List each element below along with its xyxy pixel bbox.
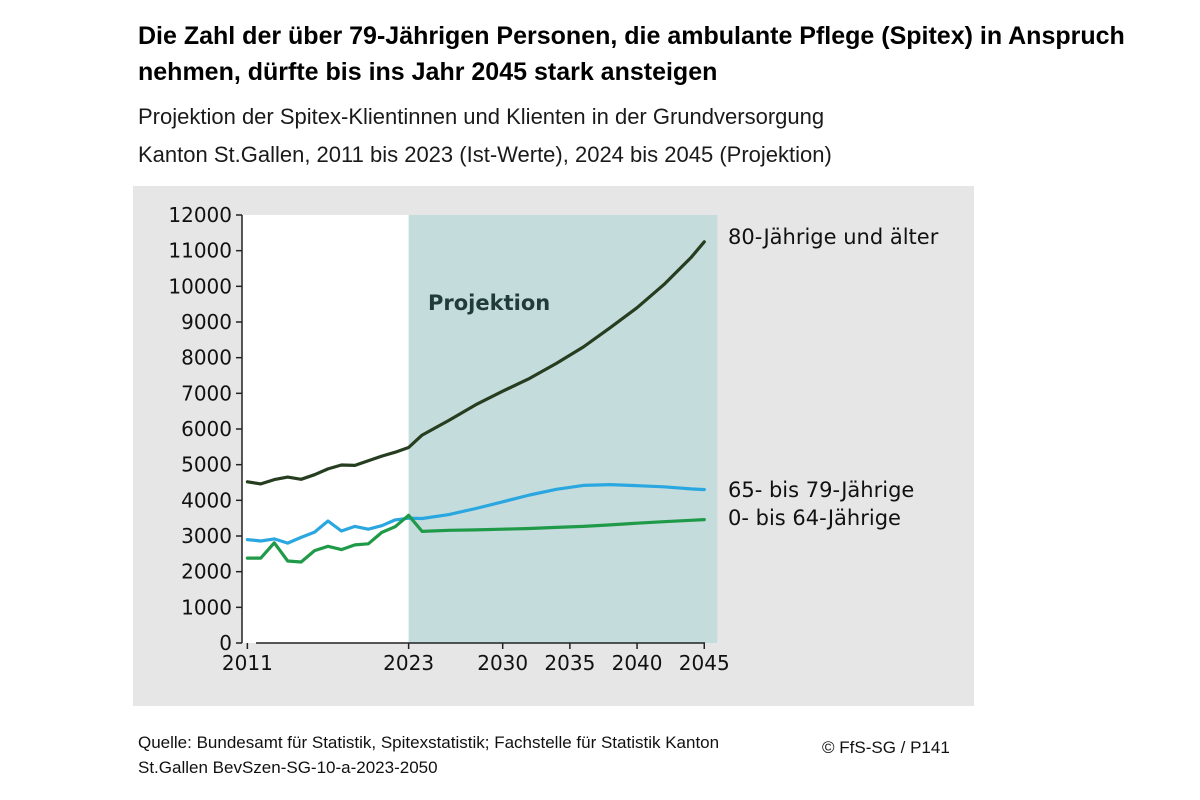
y-tick-label: 11000	[168, 239, 232, 263]
y-tick-label: 2000	[181, 560, 232, 584]
y-tick-label: 12000	[168, 203, 232, 227]
subtitle-line-2: Kanton St.Gallen, 2011 bis 2023 (Ist-Wer…	[138, 142, 832, 167]
projection-band	[408, 215, 718, 643]
source-note: Quelle: Bundesamt für Statistik, Spitexs…	[138, 733, 720, 777]
series-line	[245, 240, 706, 486]
chart-title: Die Zahl der über 79-Jährigen Personen, …	[138, 22, 1125, 86]
copyright-note: © FfS-SG / P141	[822, 738, 950, 757]
subtitle-line-1: Projektion der Spitex-Klientinnen und Kl…	[138, 104, 825, 129]
x-tick-label: 2030	[477, 651, 528, 675]
series-label: 80-Jährige und älter	[728, 225, 939, 249]
chart-panel: Projektion 0 1000 2000 3000 4000 5000 6000 7000 8…	[133, 186, 974, 706]
y-tick-label: 1000	[181, 595, 232, 619]
y-tick-label: 7000	[181, 381, 232, 405]
series-label: 65- bis 79-Jährige	[728, 478, 914, 502]
y-tick-label: 4000	[181, 488, 232, 512]
x-tick-label: 2035	[544, 651, 595, 675]
series-line	[245, 513, 706, 564]
y-tick-label: 0	[219, 631, 232, 655]
series-label: 0- bis 64-Jährige	[728, 506, 901, 530]
x-tick-label: 2045	[679, 651, 730, 675]
x-tick-label: 2011	[222, 651, 273, 675]
y-tick-label: 6000	[181, 417, 232, 441]
y-tick-label: 3000	[181, 524, 232, 548]
series-line	[245, 483, 706, 545]
chart-subtitle: Projektion der Spitex-Klientinnen und Kl…	[138, 98, 1138, 174]
x-tick-label: 2023	[383, 651, 434, 675]
y-tick-label: 5000	[181, 453, 232, 477]
y-tick-label: 8000	[181, 346, 232, 370]
y-tick-label: 10000	[168, 274, 232, 298]
projection-label: Projektion	[428, 291, 550, 315]
y-tick-label: 9000	[181, 310, 232, 334]
x-tick-label: 2040	[612, 651, 663, 675]
line-chart: Projektion 0 1000 2000 3000 4000 5000 6000 7000 8…	[168, 203, 939, 675]
